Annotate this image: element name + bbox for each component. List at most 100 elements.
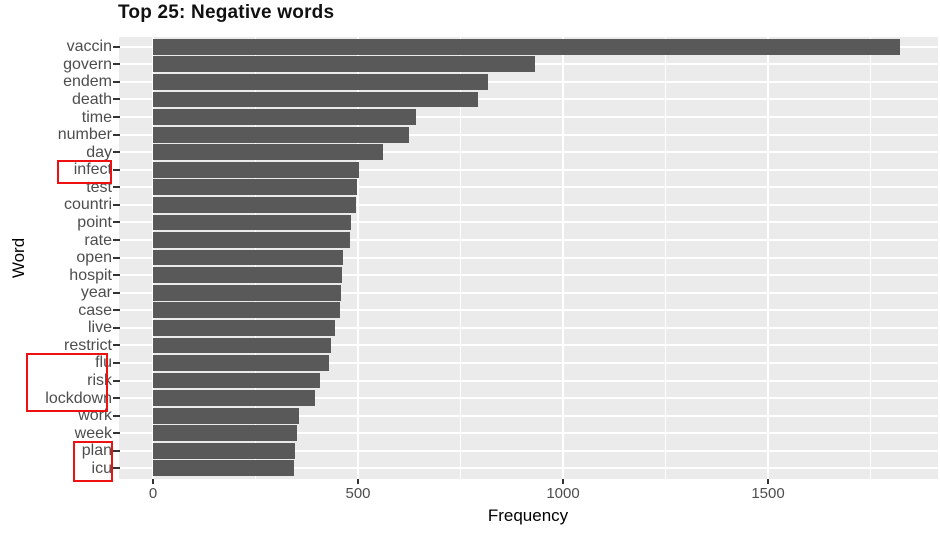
bar-flu [153,355,329,371]
y-tick-mark [113,379,120,382]
bar-point [153,214,352,231]
y-tick-label-endem: endem [63,73,112,91]
y-tick-mark [113,449,120,452]
y-grid-major [119,256,938,259]
y-tick-label-open: open [76,249,112,267]
y-tick-mark [113,186,120,189]
y-tick-mark [113,274,120,277]
bar-time [153,109,416,125]
y-tick-mark [113,326,120,329]
y-tick-mark [113,414,120,417]
y-grid-major [119,151,938,154]
bar-plan [153,442,295,459]
y-grid-major [119,361,938,364]
bar-endem [153,74,488,90]
bar-vaccin [153,38,901,55]
y-tick-label-countri: countri [63,196,112,214]
y-tick-label-live: live [87,319,112,337]
bar-live [153,319,335,336]
bar-hospit [153,267,342,284]
x-tick-mark [152,479,154,484]
y-tick-label-lockdown: lockdown [45,389,112,407]
bar-restrict [153,337,331,354]
y-tick-mark [113,361,120,364]
y-tick-label-day: day [86,143,112,161]
y-grid-major [119,432,938,435]
y-tick-mark [113,151,120,154]
y-grid-major [119,291,938,294]
chart-title: Top 25: Negative words [118,2,335,23]
y-tick-mark [113,432,120,435]
bar-number [153,126,409,143]
y-grid-major [119,379,938,382]
x-tick-label: 500 [345,485,371,502]
bar-test [153,179,358,196]
y-tick-mark [113,45,120,48]
bar-work [153,407,299,424]
x-tick-mark [562,479,564,484]
y-grid-major [119,344,938,347]
x-axis-title: Frequency [487,506,569,525]
bar-case [153,302,341,319]
y-tick-label-death: death [71,90,112,108]
bar-infect [153,161,359,178]
y-grid-major [119,221,938,224]
y-grid-major [119,326,938,329]
y-tick-mark [113,467,120,470]
y-grid-major [119,80,938,83]
y-grid-major [119,309,938,312]
bar-day [153,144,383,161]
y-grid-major [119,168,938,171]
bar-year [153,284,342,301]
x-tick-label: 0 [148,485,158,502]
y-tick-label-govern: govern [63,55,112,73]
bar-open [153,249,344,266]
y-grid-major [119,414,938,417]
y-tick-label-rate: rate [84,231,112,249]
y-tick-mark [113,256,120,259]
y-tick-label-infect: infect [73,161,112,179]
y-grid-major [119,116,938,119]
y-tick-mark [113,291,120,294]
y-tick-label-year: year [80,284,112,302]
y-tick-mark [113,116,120,119]
y-grid-major [119,98,938,101]
y-tick-mark [113,98,120,101]
y-tick-label-icu: icu [91,459,112,477]
y-grid-major [119,467,938,470]
y-tick-label-plan: plan [81,442,112,460]
y-grid-major [119,239,938,241]
y-tick-mark [113,309,120,312]
y-tick-mark [113,344,120,347]
bar-lockdown [153,390,315,406]
x-tick-mark [357,479,359,484]
y-grid-major [119,203,938,206]
y-tick-label-week: week [74,424,112,442]
y-grid-major [119,186,938,189]
y-tick-mark [113,203,120,206]
y-tick-label-vaccin: vaccin [66,38,112,56]
bar-rate [153,232,351,248]
y-tick-mark [113,397,120,400]
bar-week [153,425,298,442]
y-tick-label-hospit: hospit [69,266,112,284]
x-tick-mark [767,479,769,484]
y-tick-mark [113,80,120,83]
highlight-box-flu-risk-lockdown [26,352,108,413]
y-tick-mark [113,63,120,66]
y-grid-major [119,274,938,277]
y-tick-label-time: time [81,108,112,126]
highlight-box-plan-icu [73,440,113,483]
y-tick-mark [113,239,120,241]
y-grid-major [119,133,938,136]
y-tick-mark [113,221,120,224]
y-tick-label-case: case [78,301,112,319]
x-tick-label: 1000 [546,485,580,502]
y-tick-label-restrict: restrict [64,336,112,354]
y-tick-label-point: point [77,213,112,231]
y-tick-label-number: number [57,126,112,144]
bar-risk [153,372,321,389]
y-tick-label-risk: risk [87,372,112,390]
y-grid-major [119,397,938,400]
